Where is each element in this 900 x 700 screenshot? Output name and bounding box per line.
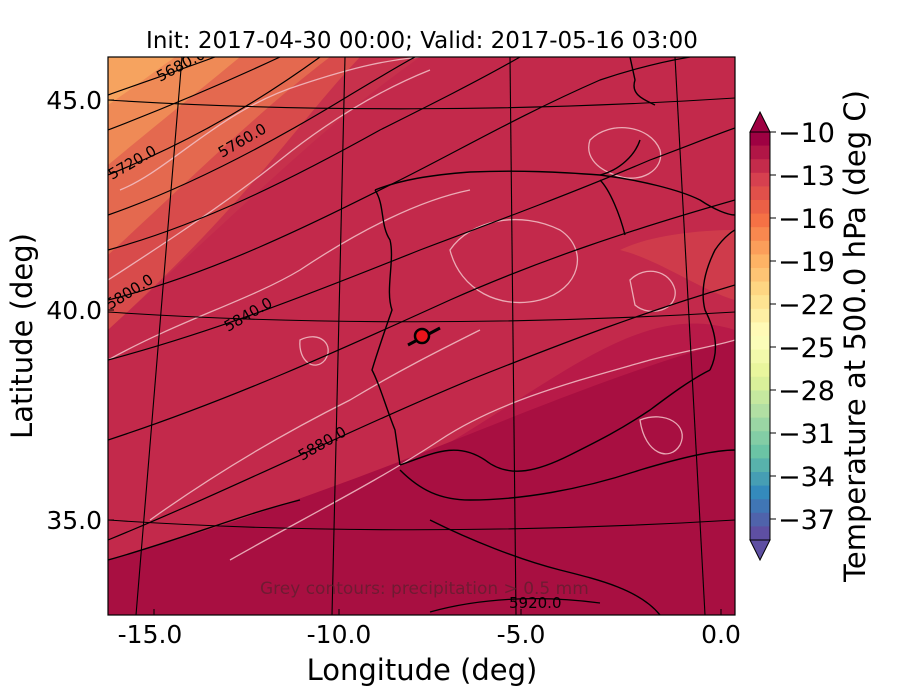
temperature-band-southeast-warm bbox=[620, 230, 735, 300]
colorbar-swatch bbox=[750, 200, 770, 215]
location-marker bbox=[413, 327, 431, 345]
colorbar-tick-label: −37 bbox=[778, 505, 835, 536]
coastlines bbox=[108, 57, 735, 615]
colorbar-swatch bbox=[750, 268, 770, 283]
colorbar-swatch bbox=[750, 417, 770, 432]
y-axis-label: Latitude (deg) bbox=[5, 233, 39, 439]
colorbar-tick-label: −28 bbox=[778, 376, 835, 407]
colorbar-extend-top bbox=[749, 110, 771, 133]
colorbar-tick-label: −25 bbox=[778, 333, 835, 364]
x-tick-label: -5.0 bbox=[497, 620, 546, 649]
y-tick-label: 40.0 bbox=[46, 296, 102, 325]
colorbar-tick-label: −34 bbox=[778, 462, 835, 493]
colorbar-ticks bbox=[770, 131, 776, 520]
temperature-band-nw-3 bbox=[108, 57, 240, 165]
colorbar-swatch bbox=[750, 295, 770, 310]
colorbar-swatch bbox=[750, 376, 770, 391]
colorbar-swatch bbox=[750, 308, 770, 323]
colorbar-swatch bbox=[750, 172, 770, 187]
chart-title: Init: 2017-04-30 00:00; Valid: 2017-05-1… bbox=[146, 28, 698, 54]
precipitation-note: Grey contours: precipitation > 0.5 mm bbox=[260, 579, 589, 599]
colorbar-tick-label: −16 bbox=[778, 204, 835, 235]
axis-ticks bbox=[108, 99, 722, 615]
x-tick-label: -10.0 bbox=[307, 620, 372, 649]
colorbar-swatch bbox=[750, 458, 770, 473]
colorbar: −10 −13 −16 −19 −22 −25 −28 −31 −34 −37 bbox=[749, 110, 835, 562]
colorbar-swatch bbox=[750, 349, 770, 364]
map-frame bbox=[107, 56, 736, 616]
colorbar-swatch bbox=[750, 526, 770, 541]
temperature-band-nw-4 bbox=[108, 57, 175, 105]
colorbar-tick-label: −13 bbox=[778, 161, 835, 192]
colorbar-tick-label: −10 bbox=[778, 118, 835, 149]
y-tick-labels: 45.0 40.0 35.0 bbox=[46, 86, 102, 535]
colorbar-tick-label: −31 bbox=[778, 419, 835, 450]
precipitation-contours bbox=[108, 57, 735, 561]
colorbar-swatch bbox=[750, 336, 770, 351]
contour-label: 5920.0 bbox=[509, 594, 562, 612]
colorbar-swatch bbox=[750, 404, 770, 419]
colorbar-swatch bbox=[750, 485, 770, 500]
colorbar-swatch bbox=[750, 390, 770, 405]
colorbar-swatch bbox=[750, 132, 770, 147]
colorbar-swatch bbox=[750, 363, 770, 378]
map-area: 5680.0 5720.0 5760.0 5800.0 5840.0 5880.… bbox=[108, 57, 735, 615]
x-tick-labels: -15.0 -10.0 -5.0 0.0 bbox=[118, 620, 741, 649]
colorbar-swatch bbox=[750, 145, 770, 160]
geopotential-contours bbox=[108, 57, 735, 613]
colorbar-swatch bbox=[750, 444, 770, 459]
colorbar-tick-label: −19 bbox=[778, 247, 835, 278]
colorbar-swatch bbox=[750, 254, 770, 269]
colorbar-swatch bbox=[750, 159, 770, 174]
colorbar-swatch bbox=[750, 213, 770, 228]
colorbar-swatch bbox=[750, 227, 770, 242]
colorbar-swatch bbox=[750, 472, 770, 487]
x-axis-label: Longitude (deg) bbox=[307, 653, 538, 687]
temperature-band-south bbox=[108, 340, 735, 615]
x-tick-label: -15.0 bbox=[118, 620, 183, 649]
colorbar-extend-bottom bbox=[749, 539, 771, 562]
colorbar-label: Temperature at 500.0 hPa (deg C) bbox=[838, 90, 872, 583]
colorbar-swatch bbox=[750, 431, 770, 446]
colorbar-swatch bbox=[750, 322, 770, 337]
graticule bbox=[108, 57, 735, 615]
colorbar-swatch bbox=[750, 186, 770, 201]
colorbar-tick-label: −22 bbox=[778, 290, 835, 321]
x-tick-label: 0.0 bbox=[701, 620, 741, 649]
y-tick-label: 35.0 bbox=[46, 506, 102, 535]
y-tick-label: 45.0 bbox=[46, 86, 102, 115]
colorbar-swatch bbox=[750, 281, 770, 296]
colorbar-swatch bbox=[750, 240, 770, 255]
colorbar-tick-labels: −10 −13 −16 −19 −22 −25 −28 −31 −34 −37 bbox=[778, 118, 835, 536]
colorbar-swatch bbox=[750, 499, 770, 514]
colorbar-swatch bbox=[750, 512, 770, 527]
